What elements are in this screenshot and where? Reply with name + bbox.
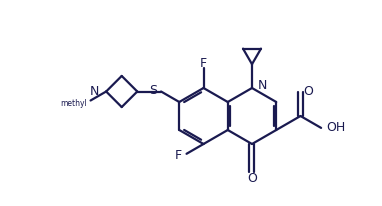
- Text: O: O: [303, 85, 313, 98]
- Text: N: N: [90, 85, 99, 98]
- Text: S: S: [149, 84, 157, 97]
- Text: F: F: [175, 149, 181, 162]
- Text: F: F: [200, 57, 207, 70]
- Text: N: N: [258, 78, 267, 91]
- Text: OH: OH: [326, 121, 345, 134]
- Text: O: O: [247, 172, 257, 185]
- Text: methyl: methyl: [60, 99, 87, 108]
